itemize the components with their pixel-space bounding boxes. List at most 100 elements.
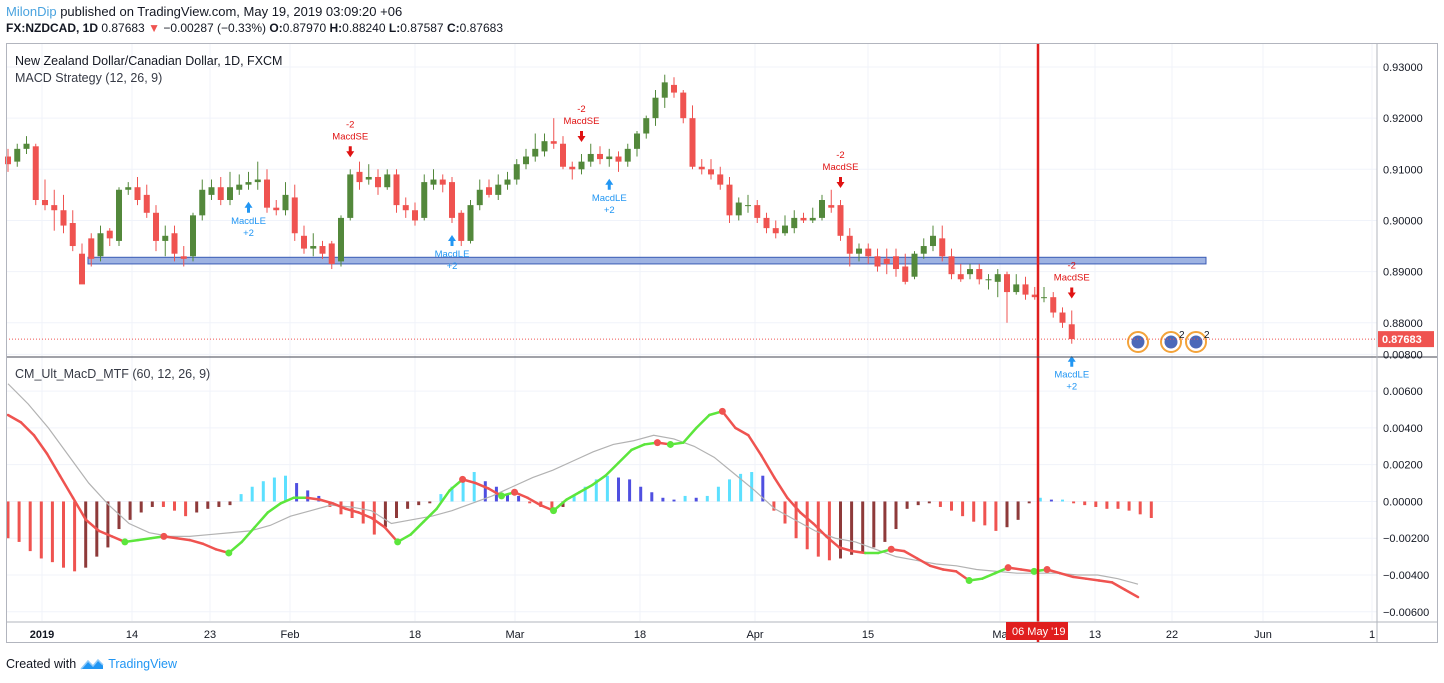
candle-down[interactable] bbox=[301, 235, 307, 249]
candle-up[interactable] bbox=[856, 248, 862, 254]
candle-up[interactable] bbox=[513, 164, 520, 180]
candle-down[interactable] bbox=[560, 143, 566, 167]
candle-down[interactable] bbox=[79, 253, 85, 285]
candle-up[interactable] bbox=[467, 205, 474, 241]
candle-down[interactable] bbox=[698, 166, 705, 170]
candle-up[interactable] bbox=[310, 246, 317, 249]
candle-down[interactable] bbox=[356, 171, 363, 183]
candle-down[interactable] bbox=[939, 238, 946, 257]
candle-up[interactable] bbox=[819, 200, 825, 218]
candle-down[interactable] bbox=[976, 269, 983, 280]
candle-down[interactable] bbox=[319, 246, 326, 254]
candle-down[interactable] bbox=[393, 174, 400, 206]
candle-up[interactable] bbox=[532, 148, 539, 157]
candle-down[interactable] bbox=[828, 205, 835, 208]
candle-down[interactable] bbox=[689, 118, 696, 167]
main-pane-title[interactable]: New Zealand Dollar/Canadian Dollar, 1D, … bbox=[15, 54, 283, 68]
candle-down[interactable] bbox=[106, 230, 113, 239]
footer-brand[interactable]: TradingView bbox=[108, 657, 177, 671]
candle-down[interactable] bbox=[51, 205, 58, 211]
candle-down[interactable] bbox=[5, 156, 11, 165]
candle-up[interactable] bbox=[1013, 284, 1020, 293]
candle-up[interactable] bbox=[384, 174, 391, 188]
candle-up[interactable] bbox=[116, 189, 122, 241]
candle-down[interactable] bbox=[772, 228, 779, 234]
event-badge[interactable] bbox=[1127, 331, 1149, 353]
long-signal[interactable]: MacdLE+2 bbox=[231, 201, 266, 239]
candle-up[interactable] bbox=[190, 215, 196, 257]
candle-up[interactable] bbox=[994, 274, 1001, 282]
long-signal[interactable]: MacdLE+2 bbox=[1054, 355, 1089, 393]
candle-down[interactable] bbox=[615, 156, 622, 162]
candle-down[interactable] bbox=[597, 153, 603, 160]
candle-down[interactable] bbox=[486, 187, 492, 195]
time-axis[interactable]: 2019 14 23 Feb 18 Mar 18 Apr 15 Ma 13 22 Jun 1 bbox=[30, 629, 1375, 641]
candle-down[interactable] bbox=[1022, 284, 1029, 295]
candle-down[interactable] bbox=[458, 212, 465, 241]
macd-axis[interactable]: 0.00800 0.00600 0.00400 0.00200 0.00000 −0.00… bbox=[1383, 349, 1429, 618]
candle-up[interactable] bbox=[523, 156, 529, 165]
support-zone[interactable] bbox=[87, 256, 1207, 265]
candle-down[interactable] bbox=[874, 256, 881, 267]
candle-up[interactable] bbox=[911, 253, 918, 277]
candle-down[interactable] bbox=[273, 207, 280, 211]
candle-down[interactable] bbox=[42, 200, 48, 206]
candle-up[interactable] bbox=[421, 182, 428, 218]
candle-up[interactable] bbox=[735, 202, 742, 216]
candle-down[interactable] bbox=[328, 243, 335, 264]
strategy-legend[interactable]: MACD Strategy (12, 26, 9) bbox=[15, 71, 163, 85]
candle-down[interactable] bbox=[708, 169, 714, 175]
candle-down[interactable] bbox=[69, 223, 76, 247]
candle-up[interactable] bbox=[125, 187, 132, 190]
candle-up[interactable] bbox=[967, 269, 973, 275]
candle-down[interactable] bbox=[143, 194, 150, 213]
candle-up[interactable] bbox=[504, 179, 511, 185]
candle-down[interactable] bbox=[180, 256, 187, 259]
candle-up[interactable] bbox=[587, 153, 594, 162]
candle-up[interactable] bbox=[643, 118, 650, 134]
long-signal[interactable]: MacdLE+2 bbox=[435, 235, 470, 272]
candle-down[interactable] bbox=[1031, 294, 1038, 298]
candle-up[interactable] bbox=[606, 156, 613, 160]
candle-down[interactable] bbox=[412, 210, 418, 221]
candle-down[interactable] bbox=[1059, 312, 1066, 323]
candle-down[interactable] bbox=[449, 182, 455, 218]
candle-up[interactable] bbox=[227, 187, 233, 200]
candle-up[interactable] bbox=[14, 148, 21, 162]
candle-down[interactable] bbox=[671, 84, 677, 93]
candle-down[interactable] bbox=[726, 184, 733, 216]
candle-up[interactable] bbox=[985, 279, 992, 281]
candle-down[interactable] bbox=[217, 187, 224, 200]
candle-up[interactable] bbox=[254, 179, 261, 183]
candle-down[interactable] bbox=[1068, 324, 1075, 340]
candle-down[interactable] bbox=[948, 256, 955, 275]
candle-down[interactable] bbox=[902, 266, 909, 282]
candle-down[interactable] bbox=[1050, 297, 1057, 313]
candle-up[interactable] bbox=[365, 176, 372, 180]
candle-down[interactable] bbox=[291, 197, 298, 234]
candle-down[interactable] bbox=[171, 233, 178, 254]
candle-down[interactable] bbox=[846, 235, 853, 254]
candle-down[interactable] bbox=[375, 176, 381, 188]
author-name[interactable]: MilonDip bbox=[6, 4, 57, 19]
candle-up[interactable] bbox=[578, 161, 585, 170]
candle-up[interactable] bbox=[208, 187, 215, 195]
candle-up[interactable] bbox=[430, 179, 437, 185]
candle-up[interactable] bbox=[782, 225, 788, 234]
candle-up[interactable] bbox=[745, 205, 751, 207]
candle-up[interactable] bbox=[791, 217, 798, 229]
event-badge[interactable]: 2 bbox=[1185, 330, 1210, 353]
candle-up[interactable] bbox=[920, 246, 927, 254]
candle-down[interactable] bbox=[680, 92, 687, 119]
candle-down[interactable] bbox=[60, 210, 67, 226]
candle-up[interactable] bbox=[809, 217, 816, 221]
candle-up[interactable] bbox=[476, 189, 483, 206]
candle-up[interactable] bbox=[634, 133, 640, 149]
event-badge[interactable]: 2 bbox=[1160, 330, 1185, 353]
candle-down[interactable] bbox=[837, 205, 844, 236]
candle-down[interactable] bbox=[88, 238, 95, 259]
indicator-legend[interactable]: CM_Ult_MacD_MTF (60, 12, 26, 9) bbox=[15, 367, 211, 381]
candle-up[interactable] bbox=[236, 184, 243, 190]
